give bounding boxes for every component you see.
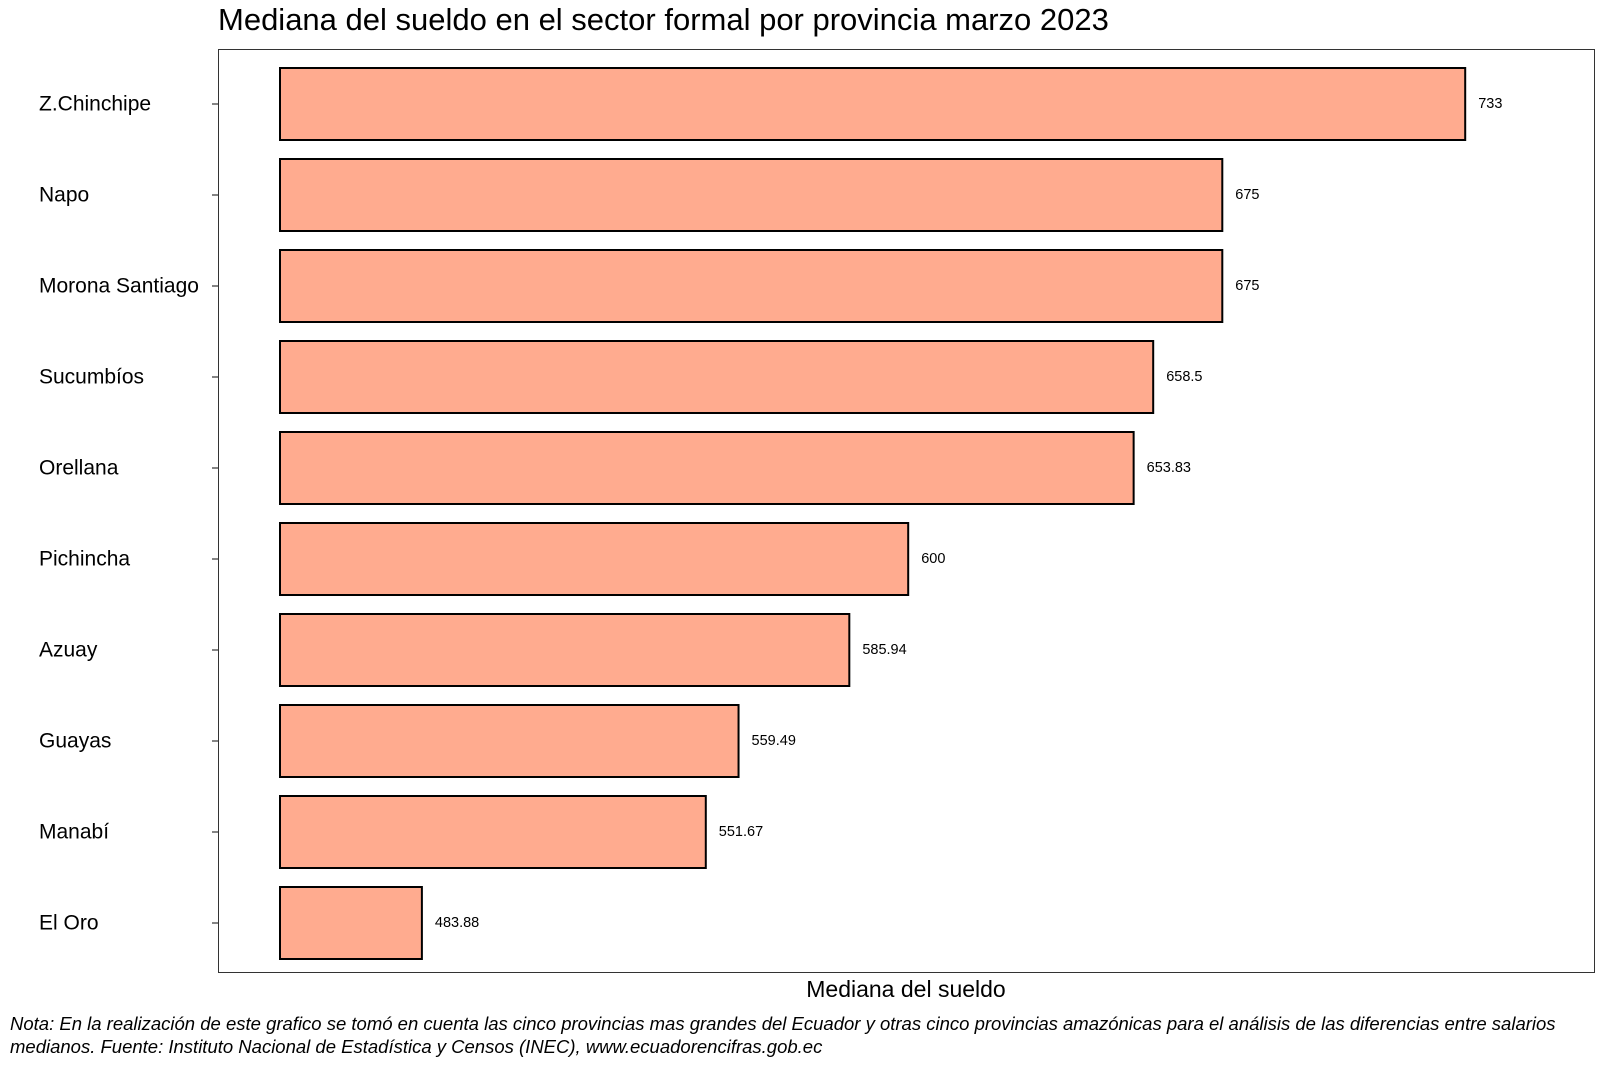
bar-sucumbios — [279, 340, 1155, 414]
bar-morona-santiago — [279, 249, 1224, 323]
x-axis-label: Mediana del sueldo — [806, 976, 1006, 1002]
category-label-napo: Napo — [39, 184, 89, 207]
value-label-sucumbios: 658.5 — [1166, 369, 1202, 385]
value-label-azuay: 585.94 — [862, 642, 906, 658]
plot-frame — [218, 49, 1595, 973]
value-labels-layer: 733 675 675 658.5 653.83 600 585.94 559.49 551.6… — [435, 96, 1503, 931]
value-label-manabi: 551.67 — [719, 824, 763, 840]
bar-z-chinchipe — [279, 67, 1467, 141]
category-label-manabi: Manabí — [39, 821, 109, 844]
value-label-z-chinchipe: 733 — [1478, 96, 1502, 112]
footnote: Nota: En la realización de este grafico … — [10, 1013, 1556, 1057]
value-label-pichincha: 600 — [921, 551, 945, 567]
bar-pichincha — [279, 522, 910, 596]
value-label-napo: 675 — [1235, 187, 1259, 203]
bar-napo — [279, 158, 1224, 232]
category-labels-layer: Z.Chinchipe Napo Morona Santiago Sucumbíos O… — [39, 93, 199, 935]
category-label-el-oro: El Oro — [39, 912, 99, 935]
category-label-pichincha: Pichincha — [39, 548, 130, 571]
category-label-sucumbios: Sucumbíos — [39, 366, 144, 389]
category-label-orellana: Orellana — [39, 457, 119, 480]
category-label-z-chinchipe: Z.Chinchipe — [39, 93, 151, 116]
value-label-el-oro: 483.88 — [435, 915, 479, 931]
category-label-guayas: Guayas — [39, 730, 111, 753]
bars-layer — [279, 67, 1467, 960]
value-label-morona-santiago: 675 — [1235, 278, 1259, 294]
category-label-azuay: Azuay — [39, 639, 98, 662]
y-ticks-layer — [212, 103, 218, 924]
value-label-orellana: 653.83 — [1147, 460, 1191, 476]
value-label-guayas: 559.49 — [752, 733, 796, 749]
chart-title: Mediana del sueldo en el sector formal p… — [218, 2, 1109, 37]
bar-manabi — [279, 795, 707, 869]
bar-guayas — [279, 704, 740, 778]
bar-orellana — [279, 431, 1135, 505]
bar-el-oro — [279, 886, 423, 960]
category-label-morona-santiago: Morona Santiago — [39, 275, 199, 298]
bar-azuay — [279, 613, 851, 687]
